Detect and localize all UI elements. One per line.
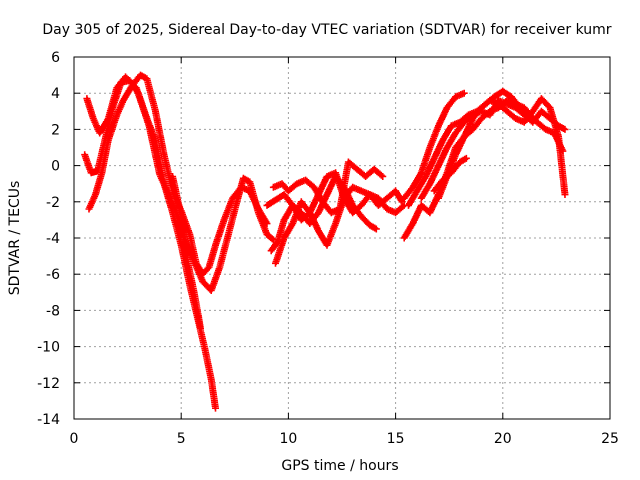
y-tick-label: 0	[51, 159, 60, 175]
y-tick-label: -6	[46, 267, 60, 283]
y-tick-label: -14	[37, 412, 60, 428]
data-layer	[81, 71, 569, 412]
x-axis-label: GPS time / hours	[281, 458, 398, 474]
series-line	[88, 73, 268, 277]
x-tick-label: 25	[601, 431, 619, 447]
y-tick-label: -8	[46, 303, 60, 319]
y-tick-label: -12	[37, 376, 60, 392]
series-sat-n	[435, 96, 537, 202]
y-tick-label: 2	[51, 122, 60, 138]
x-tick-label: 20	[494, 431, 512, 447]
x-tick-label: 5	[177, 431, 186, 447]
y-tick-label: 6	[51, 50, 60, 66]
series-sat-h	[272, 183, 406, 267]
data-point-markers	[263, 169, 408, 224]
y-tick-label: -10	[37, 340, 60, 356]
y-tick-label: 4	[51, 86, 60, 102]
data-point-markers	[83, 73, 220, 412]
series-line	[407, 90, 564, 206]
x-tick-label: 0	[70, 431, 79, 447]
y-axis-label: SDTVAR / TECUs	[7, 181, 23, 296]
x-tick-label: 15	[387, 431, 405, 447]
series-sat-j	[400, 89, 468, 202]
data-point-markers	[435, 96, 537, 202]
series-sat-d	[169, 173, 204, 332]
y-tick-label: -4	[46, 231, 60, 247]
x-tick-label: 10	[279, 431, 297, 447]
grid-layer	[74, 57, 610, 419]
data-point-markers	[400, 89, 468, 202]
data-point-markers	[272, 183, 406, 267]
chart-title: Day 305 of 2025, Sidereal Day-to-day VTE…	[42, 22, 611, 38]
y-tick-label: -2	[46, 195, 60, 211]
data-point-markers	[169, 173, 204, 332]
series-sat-b	[83, 73, 220, 412]
series-sat-k	[405, 87, 567, 209]
